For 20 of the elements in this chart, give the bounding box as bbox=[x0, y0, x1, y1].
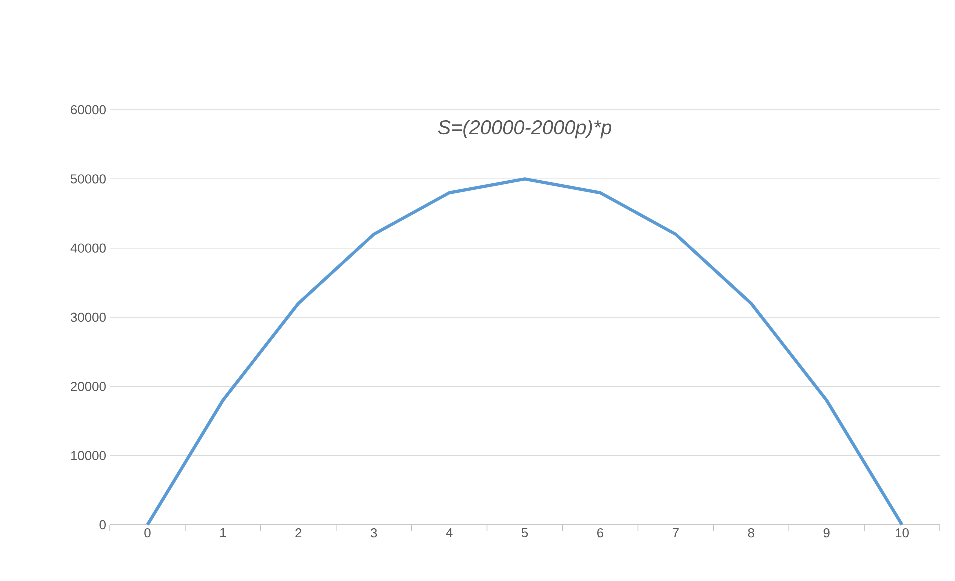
y-tick-label: 40000 bbox=[70, 244, 106, 253]
x-tick-label: 10 bbox=[896, 528, 909, 538]
x-tick-label: 6 bbox=[598, 528, 604, 538]
x-tick-label: 2 bbox=[296, 528, 302, 538]
x-tick-label: 5 bbox=[522, 528, 528, 538]
y-tick-label: 50000 bbox=[70, 174, 106, 184]
x-tick-label: 1 bbox=[220, 528, 226, 538]
y-tick-label: 60000 bbox=[71, 105, 106, 115]
x-tick-label: 9 bbox=[824, 528, 830, 538]
y-tick-label: 10000 bbox=[71, 451, 106, 460]
x-tick-label: 4 bbox=[446, 528, 453, 538]
y-tick-label: 20000 bbox=[71, 382, 106, 392]
x-tick-label: 7 bbox=[672, 528, 679, 538]
y-tick-label: 0 bbox=[100, 520, 106, 530]
x-tick-label: 3 bbox=[370, 528, 378, 538]
y-tick-label: 30000 bbox=[70, 312, 106, 322]
chart-title: S=(20000-2000p)*p bbox=[438, 120, 612, 139]
x-tick-label: 0 bbox=[144, 528, 151, 538]
line-series bbox=[146, 178, 904, 527]
x-tick-label: 8 bbox=[748, 528, 754, 538]
